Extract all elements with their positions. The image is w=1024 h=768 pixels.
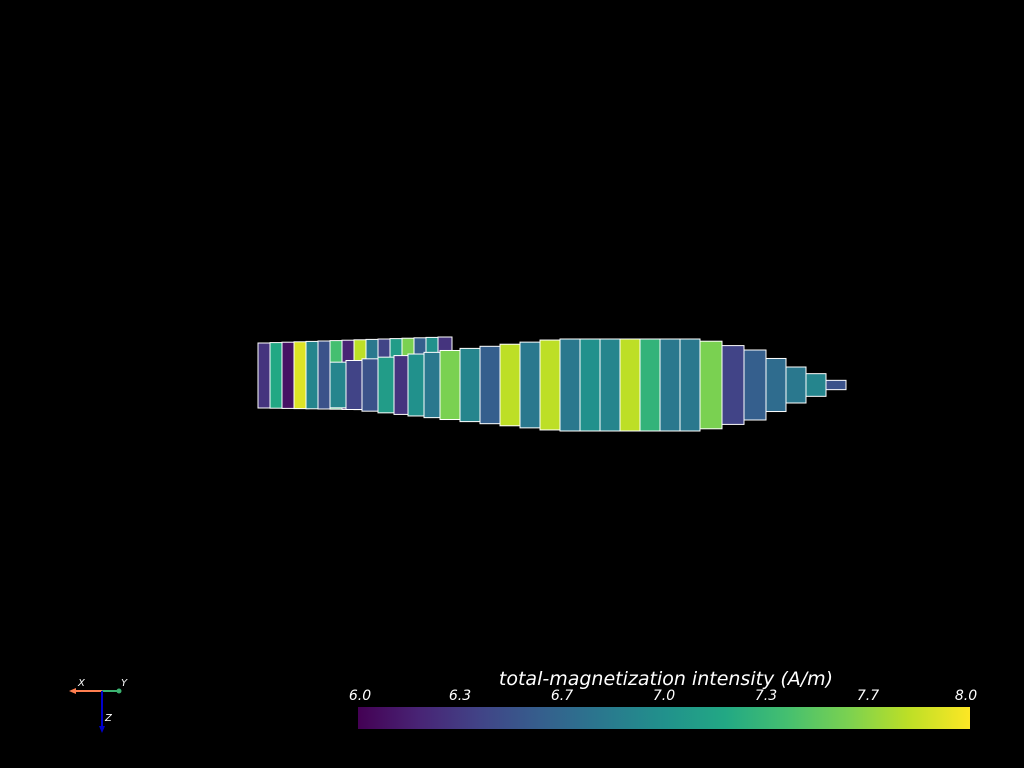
mesh-cell — [377, 356, 395, 414]
mesh-cell — [599, 338, 621, 432]
mesh-cell — [407, 353, 425, 417]
mesh-cell — [721, 345, 745, 425]
mesh-cell — [619, 338, 641, 432]
scalar-tick: 7.3 — [754, 688, 778, 704]
z-axis-arrow-icon — [99, 726, 105, 733]
mesh-cell — [559, 338, 581, 432]
mesh-cell — [805, 373, 827, 397]
scalar-tick: 8.0 — [954, 688, 978, 704]
mesh-cell — [479, 345, 501, 425]
mesh-cell — [743, 349, 767, 421]
mesh-cell — [459, 347, 481, 423]
x-axis-label: X — [77, 678, 86, 689]
scalar-tick: 6.3 — [448, 688, 472, 704]
mesh-cell — [539, 339, 561, 431]
scalar-tick: 6.0 — [348, 688, 372, 704]
y-axis-tip-icon — [116, 688, 122, 694]
magnetization-mesh — [257, 336, 847, 432]
y-axis-label: Y — [121, 678, 128, 689]
mesh-cell — [825, 379, 847, 391]
mesh-cell — [499, 343, 521, 427]
mesh-cell — [439, 349, 461, 421]
mesh-cell — [699, 340, 723, 430]
mesh-cell — [329, 361, 347, 409]
scalar-tick: 7.0 — [652, 688, 676, 704]
scalar-bar-ticks: 6.0 6.3 6.7 7.0 7.3 7.7 8.0 — [349, 688, 977, 704]
mesh-cell — [679, 338, 701, 432]
orientation-axes: X Y Z — [69, 678, 128, 733]
scalar-bar-title: total-magnetization intensity (A/m) — [498, 668, 834, 690]
mesh-cell — [519, 341, 541, 429]
x-axis-arrow-icon — [69, 688, 76, 694]
scalar-tick: 6.7 — [550, 688, 574, 704]
mesh-cell — [765, 357, 787, 413]
mesh-cell — [579, 338, 601, 432]
mesh-scene[interactable] — [0, 0, 1024, 660]
scalar-bar: total-magnetization intensity (A/m) 6.0 … — [349, 668, 977, 732]
mesh-cell — [393, 355, 409, 415]
mesh-cell — [423, 351, 441, 419]
z-axis-label: Z — [104, 713, 113, 724]
mesh-cell — [345, 359, 363, 411]
mesh-cell — [361, 358, 379, 412]
mesh-cell — [659, 338, 681, 432]
mesh-cell — [639, 338, 661, 432]
mesh-cell — [785, 366, 807, 404]
colorbar-gradient — [358, 707, 970, 729]
scalar-tick: 7.7 — [856, 688, 880, 704]
